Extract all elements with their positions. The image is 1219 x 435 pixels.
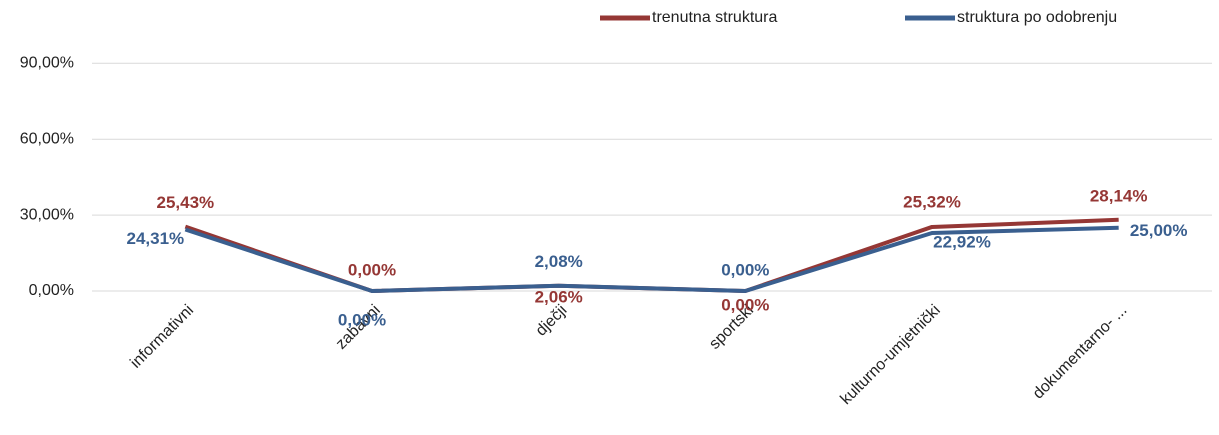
data-label: 22,92%: [933, 232, 991, 251]
data-label: 24,31%: [126, 229, 184, 248]
x-tick-label: kulturno-umjetnički: [837, 302, 943, 408]
data-label: 25,32%: [903, 192, 961, 211]
data-label: 2,08%: [535, 252, 583, 271]
data-label: 0,00%: [338, 310, 386, 329]
x-tick-label: informativni: [127, 302, 197, 372]
legend-label: trenutna struktura: [652, 9, 778, 26]
data-label: 28,14%: [1090, 186, 1148, 205]
x-tick-label: dječji: [533, 302, 571, 340]
data-label: 25,00%: [1130, 221, 1188, 240]
data-label: 0,00%: [721, 260, 769, 279]
data-label: 0,00%: [348, 260, 396, 279]
y-tick-label: 0,00%: [29, 282, 74, 299]
legend-label: struktura po odobrenju: [957, 9, 1117, 26]
y-tick-label: 60,00%: [20, 130, 74, 147]
x-tick-label: dokumentarno- ...: [1030, 302, 1131, 403]
y-tick-label: 30,00%: [20, 206, 74, 223]
series-line: [184, 225, 1119, 293]
data-label: 25,43%: [156, 193, 214, 212]
data-label: 0,00%: [721, 295, 769, 314]
y-tick-label: 90,00%: [20, 55, 74, 72]
data-label: 2,06%: [535, 287, 583, 306]
